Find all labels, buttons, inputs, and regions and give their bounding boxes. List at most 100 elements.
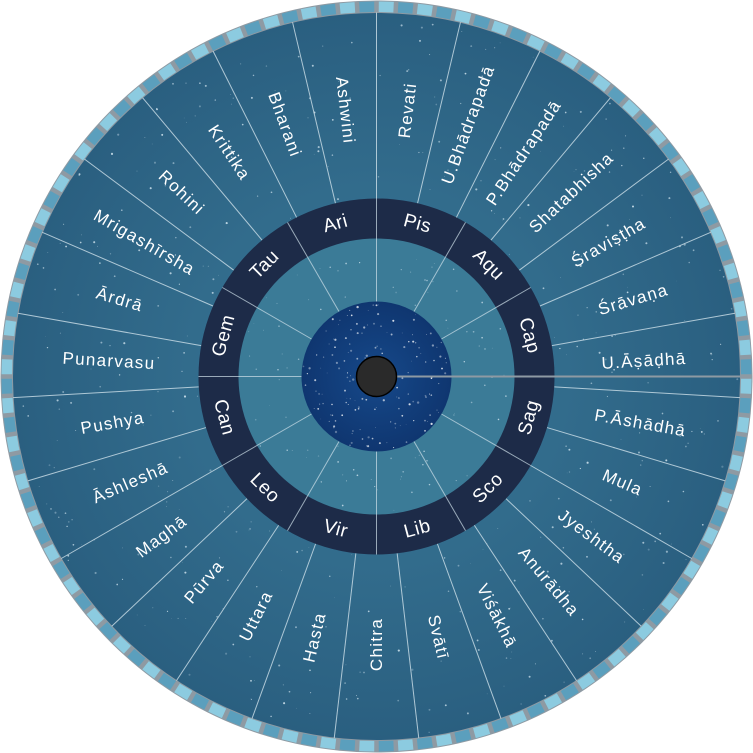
star-dot	[429, 332, 432, 335]
star-dot	[452, 268, 455, 271]
star-dot	[720, 343, 722, 345]
star-dot	[79, 241, 82, 244]
nakshatra-divider	[396, 553, 420, 739]
star-dot	[595, 332, 597, 334]
nakshatra-divider	[551, 312, 736, 347]
star-dot	[631, 205, 635, 208]
star-dot	[595, 651, 597, 652]
nakshatra-divider	[554, 386, 740, 399]
star-dot	[184, 571, 187, 574]
star-dot	[59, 242, 61, 244]
star-dot	[604, 358, 607, 361]
star-dot	[274, 90, 276, 91]
star-dot	[415, 314, 416, 316]
star-dot	[357, 407, 360, 410]
star-dot	[490, 210, 493, 212]
star-dot	[565, 445, 567, 447]
star-dot	[560, 277, 561, 279]
star-dot	[436, 346, 438, 348]
nakshatra-label: U.Āṣāḍhā	[601, 349, 687, 373]
rim-tick	[621, 99, 641, 118]
star-dot	[642, 541, 645, 544]
star-dot	[426, 459, 428, 462]
star-dot	[438, 383, 440, 385]
star-dot	[386, 332, 388, 334]
star-dot	[665, 550, 669, 553]
star-dot	[178, 283, 180, 285]
star-dot	[157, 357, 160, 359]
star-dot	[374, 408, 376, 411]
star-dot	[418, 346, 420, 349]
star-dot	[338, 80, 339, 82]
star-dot	[81, 234, 82, 236]
star-dot	[331, 403, 333, 406]
star-dot	[209, 469, 212, 472]
star-dot	[330, 414, 332, 416]
star-dot	[269, 530, 271, 532]
star-dot	[356, 305, 359, 309]
rim-tick	[435, 6, 453, 20]
star-dot	[428, 731, 430, 733]
star-dot	[399, 144, 400, 146]
star-dot	[99, 385, 102, 388]
star-dot	[342, 474, 344, 476]
rim-tick	[416, 736, 433, 750]
star-dot	[175, 236, 177, 239]
star-dot	[259, 445, 261, 447]
star-dot	[328, 420, 330, 422]
star-dot	[333, 425, 336, 428]
star-dot	[358, 406, 360, 408]
star-dot	[411, 668, 414, 671]
star-dot	[319, 403, 321, 405]
star-dot	[542, 617, 544, 620]
star-dot	[435, 103, 438, 106]
rim-tick	[262, 14, 281, 30]
star-dot	[304, 384, 307, 386]
star-dot	[178, 456, 181, 459]
star-dot	[249, 527, 252, 530]
star-dot	[609, 102, 611, 105]
star-dot	[554, 337, 556, 338]
star-dot	[308, 547, 310, 548]
star-dot	[118, 374, 121, 376]
star-dot	[365, 398, 368, 401]
star-dot	[230, 156, 233, 158]
star-dot	[627, 286, 628, 288]
star-dot	[405, 441, 408, 443]
star-dot	[440, 341, 442, 344]
rim-tick	[736, 320, 750, 337]
star-dot	[440, 660, 442, 662]
star-dot	[568, 471, 571, 473]
star-dot	[418, 39, 422, 42]
star-dot	[624, 621, 626, 623]
star-dot	[149, 187, 152, 190]
star-dot	[144, 137, 146, 138]
rim-tick	[74, 592, 93, 611]
star-dot	[297, 55, 300, 58]
star-dot	[241, 123, 244, 126]
star-dot	[45, 335, 47, 337]
star-dot	[447, 169, 449, 171]
nakshatra-divider	[530, 465, 692, 559]
star-dot	[424, 394, 427, 397]
rim-tick	[63, 157, 81, 177]
star-dot	[447, 590, 450, 592]
star-dot	[144, 625, 146, 626]
star-dot	[172, 82, 174, 85]
rim-tick	[660, 142, 679, 161]
star-dot	[407, 393, 409, 395]
star-dot	[334, 597, 335, 599]
star-dot	[466, 475, 468, 477]
star-dot	[120, 209, 123, 212]
star-dot	[27, 415, 30, 417]
star-dot	[349, 398, 351, 400]
star-dot	[317, 407, 320, 410]
rim-tick	[112, 635, 132, 654]
rim-tick	[682, 560, 701, 579]
star-dot	[276, 302, 278, 304]
star-dot	[563, 125, 564, 127]
star-dot	[453, 414, 455, 416]
star-dot	[72, 543, 75, 546]
nakshatra-divider	[61, 465, 223, 559]
star-dot	[313, 408, 315, 410]
